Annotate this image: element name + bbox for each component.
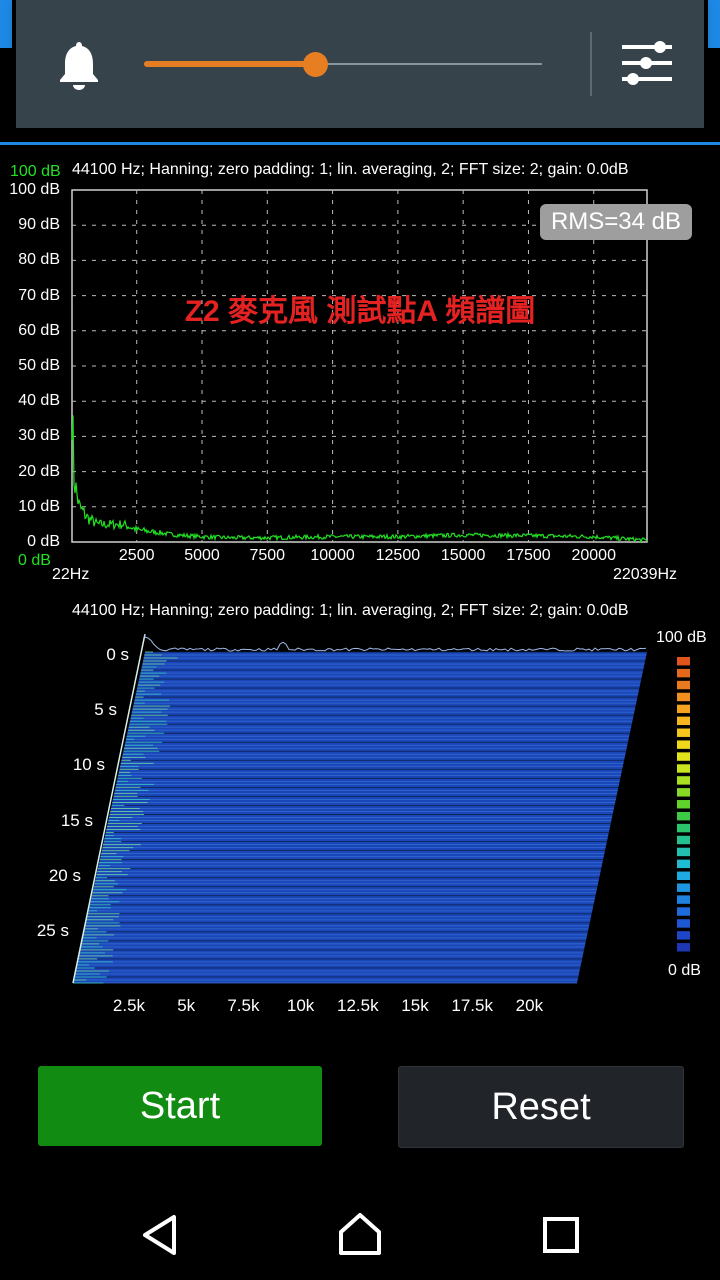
bell-icon[interactable] bbox=[56, 40, 102, 90]
spectrum-xtick-label: 10000 bbox=[310, 547, 355, 564]
volume-slider-track[interactable] bbox=[144, 63, 542, 65]
spectrum-ytick-label: 70 dB bbox=[18, 286, 60, 304]
spectrum-xtick-label: 17500 bbox=[506, 547, 551, 564]
spectrum-trace bbox=[71, 415, 648, 544]
spectrum-ytick-label: 40 dB bbox=[18, 392, 60, 410]
spectrum-ymin-label: 0 dB bbox=[18, 552, 51, 569]
spectrum-xtick-label: 12500 bbox=[375, 547, 421, 564]
volume-slider-thumb[interactable] bbox=[303, 52, 329, 77]
app-bar-underline bbox=[0, 142, 720, 145]
spectrogram-time-label: 20 s bbox=[48, 865, 81, 885]
spectrogram-freq-label: 20k bbox=[515, 996, 544, 1015]
spectrogram-freq-label: 5k bbox=[177, 996, 196, 1015]
scale-top-label: 100 dB bbox=[656, 629, 707, 646]
spectrum-ytick-label: 0 dB bbox=[27, 533, 60, 550]
spectrum-ymax-label: 100 dB bbox=[10, 163, 61, 180]
spectrum-ytick-label: 90 dB bbox=[18, 216, 60, 234]
app-bar-edge-right bbox=[708, 0, 720, 48]
color-scale-bar bbox=[677, 657, 690, 952]
spectrum-ytick-label: 10 dB bbox=[18, 497, 60, 515]
spectrogram-freq-label: 12.5k bbox=[337, 996, 379, 1015]
rms-badge: RMS=34 dB bbox=[540, 204, 692, 240]
spectrogram-freq-label: 7.5k bbox=[227, 996, 260, 1015]
spectrum-xtick-label: 15000 bbox=[440, 547, 486, 564]
spectrum-plot-frame bbox=[71, 189, 648, 543]
app-bar-edge-left bbox=[0, 0, 12, 48]
home-icon[interactable] bbox=[338, 1212, 382, 1256]
spectrogram-freq-label: 17.5k bbox=[451, 996, 493, 1015]
spectrum-ytick-label: 30 dB bbox=[18, 427, 60, 445]
spectrum-x-end-label: 22039Hz bbox=[613, 566, 678, 583]
spectrogram-time-label: 15 s bbox=[60, 810, 93, 830]
equalizer-settings-icon[interactable] bbox=[620, 38, 676, 88]
spectrogram-traces bbox=[73, 651, 647, 984]
spectrum-header: 44100 Hz; Hanning; zero padding: 1; lin.… bbox=[72, 161, 629, 178]
volume-slider-fill bbox=[144, 61, 316, 67]
spectrogram-chart bbox=[72, 633, 690, 984]
spectrogram-time-label: 25 s bbox=[36, 921, 69, 940]
spectrogram-time-label: 10 s bbox=[72, 755, 105, 775]
spectrum-chart bbox=[71, 189, 648, 544]
spectrogram-freq-label: 15k bbox=[401, 996, 429, 1015]
spectrum-x-start-label: 22Hz bbox=[52, 566, 90, 583]
spectrogram-header: 44100 Hz; Hanning; zero padding: 1; lin.… bbox=[72, 602, 629, 619]
spectrum-ytick-label: 60 dB bbox=[18, 321, 60, 339]
spectrum-ytick-label: 100 dB bbox=[9, 181, 60, 198]
spectrum-xtick-label: 2500 bbox=[118, 547, 155, 564]
spectrogram-top-trace bbox=[144, 634, 647, 652]
spectrum-ytick-label: 20 dB bbox=[18, 462, 60, 480]
start-button[interactable]: Start bbox=[38, 1066, 322, 1146]
spectrum-xtick-label: 5000 bbox=[184, 547, 220, 564]
reset-button[interactable]: Reset bbox=[398, 1066, 684, 1148]
chart-annotation: Z2 麥克風 測試點A 頻譜圖 bbox=[184, 295, 536, 328]
spectrum-xtick-label: 7500 bbox=[249, 547, 286, 564]
spectrum-ytick-label: 80 dB bbox=[18, 251, 60, 269]
volume-panel bbox=[16, 0, 704, 128]
spectrogram-edge bbox=[72, 633, 146, 984]
spectrogram-freq-label: 2.5k bbox=[112, 996, 146, 1015]
spectrogram-time-label: 0 s bbox=[106, 645, 129, 664]
recents-icon[interactable] bbox=[542, 1216, 580, 1254]
spectrum-ytick-label: 50 dB bbox=[18, 357, 60, 374]
spectrogram-time-label: 5 s bbox=[94, 700, 117, 720]
back-icon[interactable] bbox=[140, 1214, 180, 1256]
spectrum-xtick-label: 20000 bbox=[571, 547, 616, 564]
scale-bottom-label: 0 dB bbox=[668, 962, 701, 979]
spectrogram-freq-label: 10k bbox=[286, 996, 315, 1015]
toolbar-divider bbox=[590, 32, 592, 96]
